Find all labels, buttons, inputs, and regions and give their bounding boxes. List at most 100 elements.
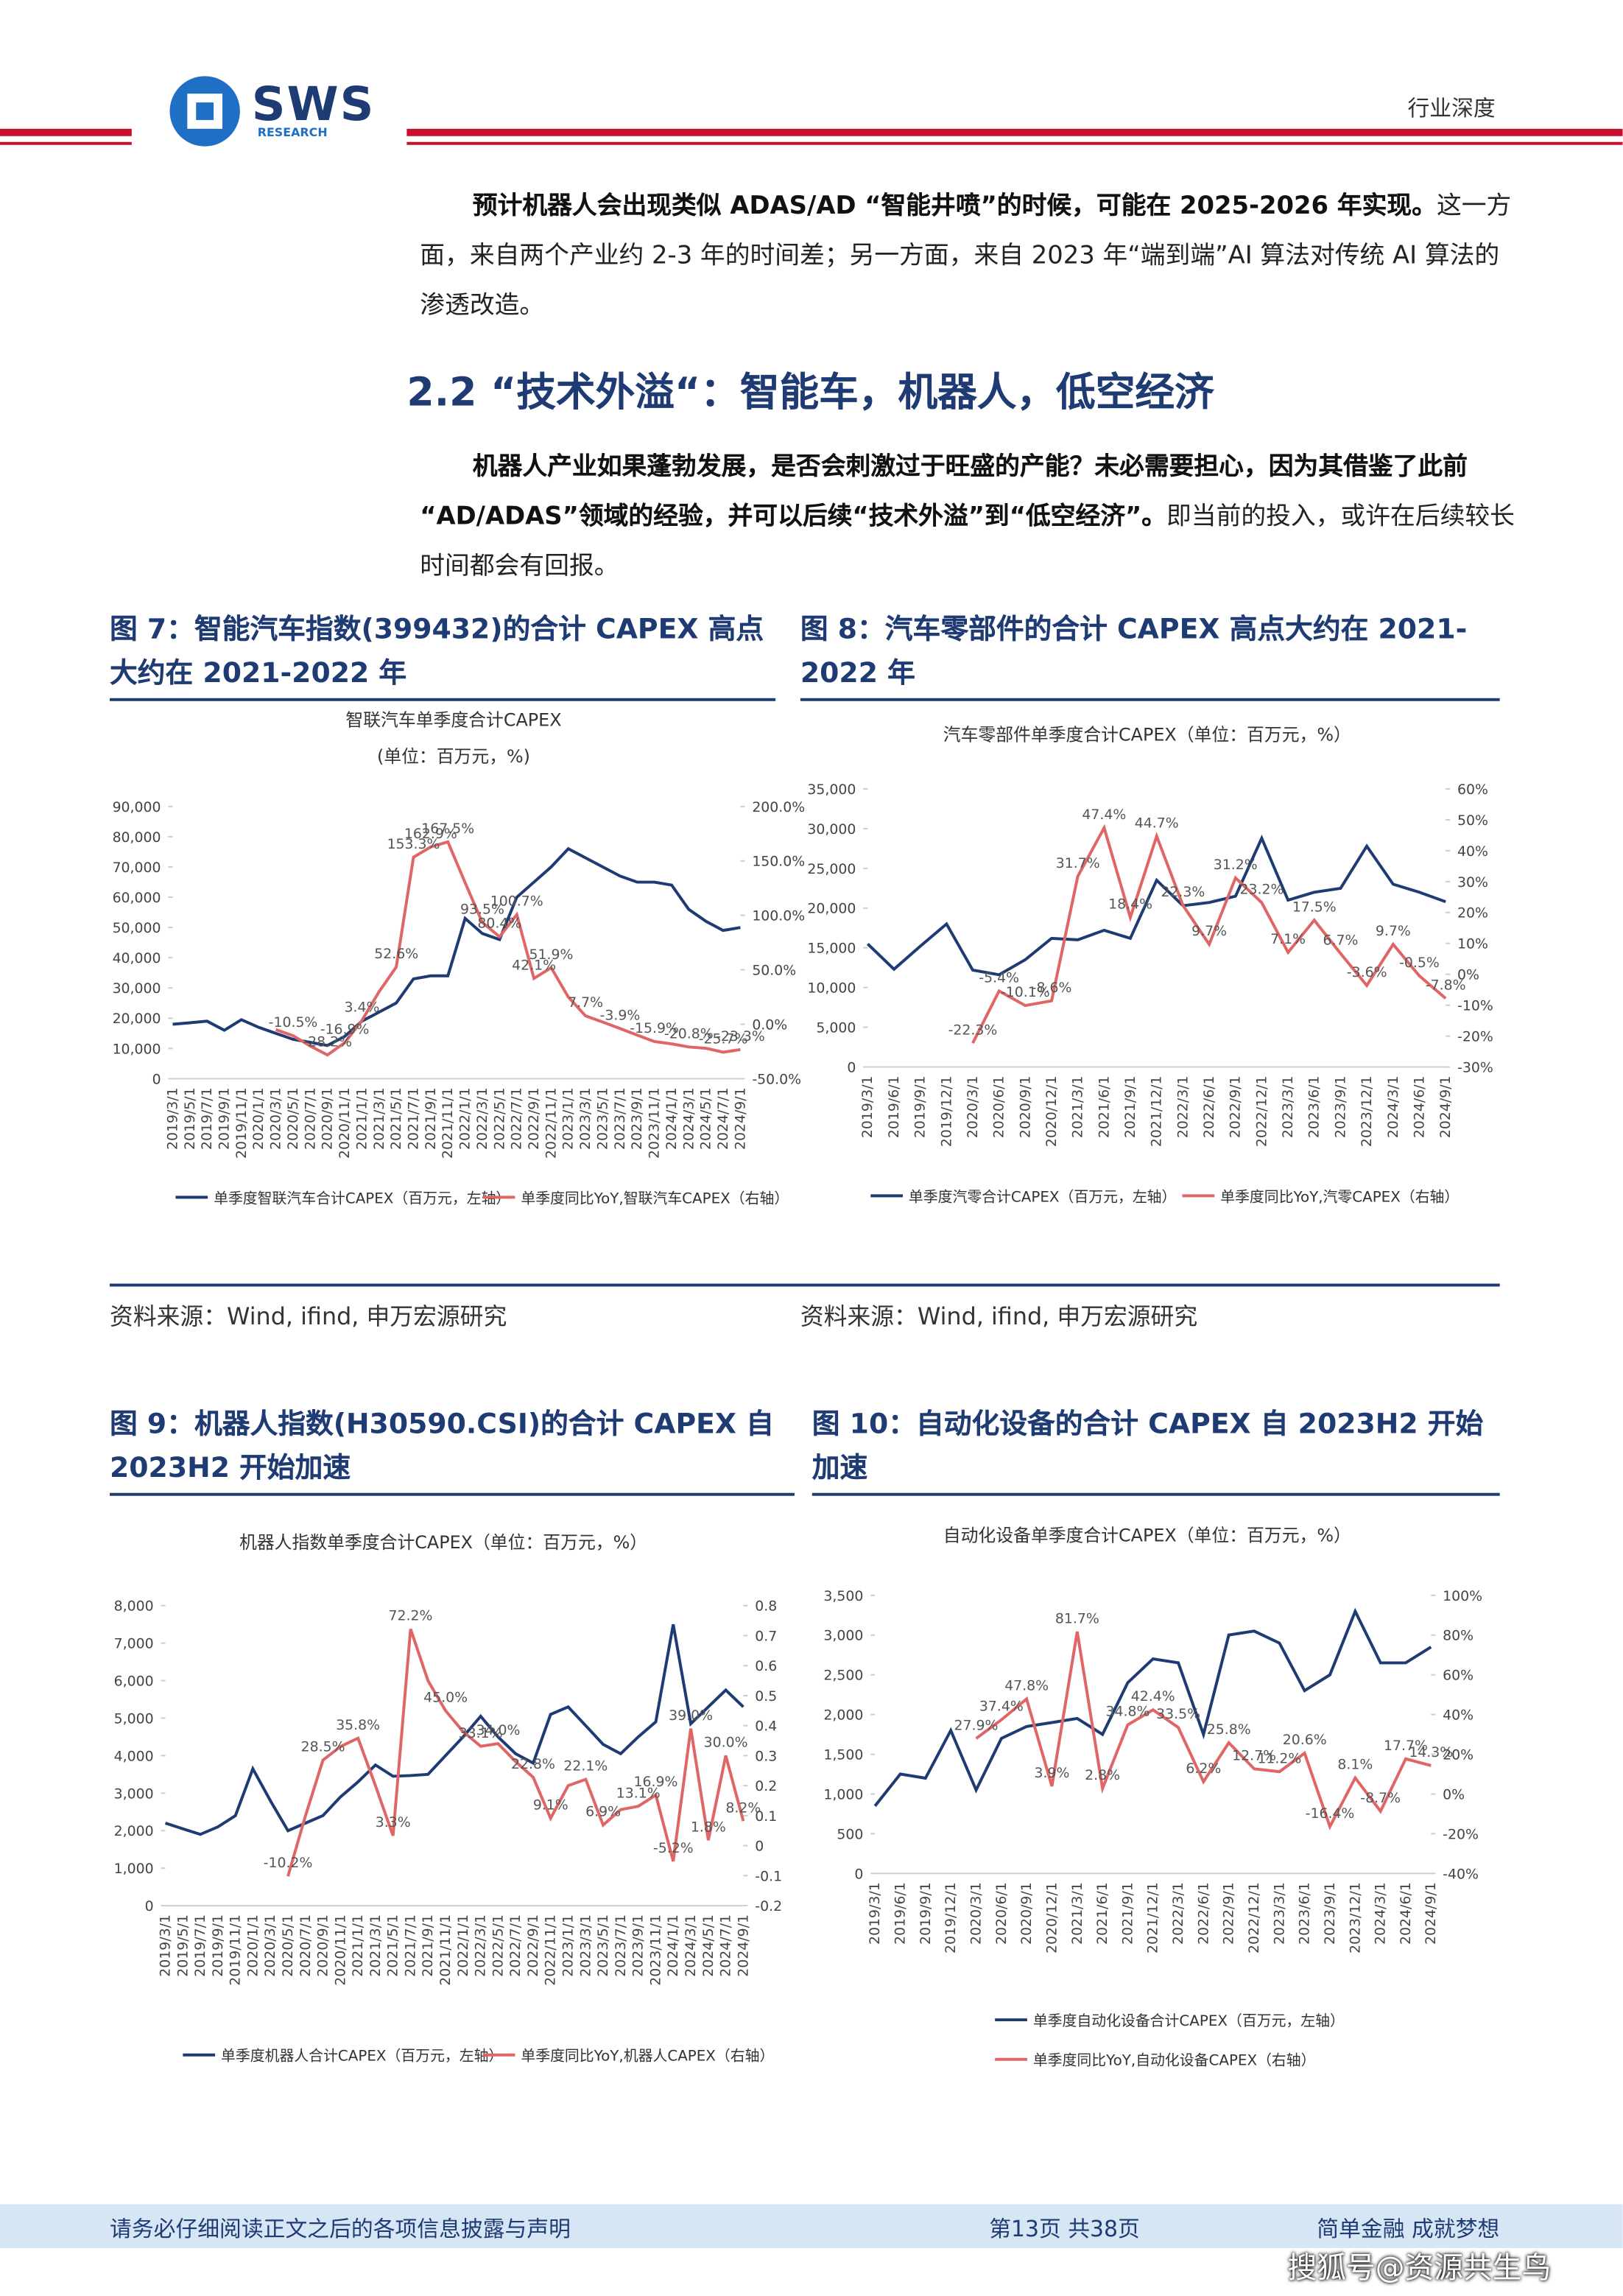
x-tick-label: 2023/1/1: [560, 1914, 577, 1977]
x-tick-label: 2024/5/1: [698, 1087, 714, 1150]
legend-label: 单季度智联汽车合计CAPEX（百万元，左轴）: [214, 1190, 510, 1207]
data-label: 7.7%: [568, 994, 603, 1011]
x-tick-label: 2021/12/1: [1145, 1882, 1161, 1953]
x-tick-label: 2024/3/1: [683, 1914, 699, 1977]
x-tick-label: 2021/9/1: [1122, 1075, 1138, 1138]
data-label: 17.5%: [1292, 899, 1337, 915]
data-label: 8.1%: [1337, 1757, 1373, 1773]
y-tick-label: 3,000: [114, 1786, 154, 1802]
y-tick-label: 0: [854, 1866, 863, 1882]
logo: SWS: [251, 76, 376, 132]
data-label: 11.2%: [1257, 1750, 1301, 1766]
data-label: 12.7%: [1232, 1747, 1276, 1763]
x-tick-label: 2020/11/1: [337, 1087, 353, 1159]
data-label: -28.2%: [303, 1033, 352, 1050]
data-label: 6.9%: [585, 1804, 621, 1820]
data-label: 23.2%: [1239, 881, 1284, 897]
data-label: 72.2%: [389, 1608, 433, 1624]
data-label: 6.2%: [1186, 1760, 1221, 1777]
data-label: 80.4%: [477, 916, 521, 932]
data-label: 3.3%: [376, 1814, 411, 1830]
x-tick-label: 2022/5/1: [490, 1914, 506, 1977]
figure-title: 图 9：机器人指数(H30590.CSI)的合计 CAPEX 自 2023H2 …: [110, 1402, 795, 1496]
x-tick-label: 2023/12/1: [1359, 1075, 1375, 1147]
y2-tick-label: 80%: [1443, 1628, 1474, 1644]
x-tick-label: 2021/3/1: [1070, 1075, 1086, 1138]
data-label: 7.1%: [1270, 931, 1306, 947]
y2-tick-label: -40%: [1443, 1866, 1479, 1882]
data-label: 45.0%: [423, 1689, 468, 1705]
x-tick-label: 2024/6/1: [1398, 1882, 1414, 1945]
x-tick-label: 2022/9/1: [1228, 1075, 1244, 1138]
x-tick-label: 2022/12/1: [1246, 1882, 1262, 1953]
lead: 机器人产业如果蓬勃发展，是否会刺激过于旺盛的产能？未必需要担心，因为其借鉴了此前…: [420, 452, 1468, 532]
y2-tick-label: 10%: [1457, 936, 1488, 952]
data-label: -16.4%: [1306, 1805, 1355, 1822]
data-label: 51.9%: [529, 947, 573, 963]
data-label: -10.2%: [264, 1855, 313, 1871]
x-tick-label: 2024/1/1: [665, 1914, 681, 1977]
report-tag: 行业深度: [1407, 95, 1496, 122]
y-tick-label: 2,500: [823, 1668, 863, 1684]
x-tick-label: 2023/9/1: [1332, 1075, 1348, 1138]
y-tick-label: 2,000: [114, 1823, 154, 1839]
y2-tick-label: -10%: [1457, 998, 1493, 1014]
y-tick-label: 3,000: [823, 1628, 863, 1644]
x-tick-label: 2022/9/1: [525, 1914, 541, 1977]
x-tick-label: 2022/1/1: [457, 1087, 473, 1150]
data-label: -7.8%: [1426, 977, 1466, 993]
x-tick-label: 2024/9/1: [732, 1087, 748, 1150]
x-tick-label: 2024/6/1: [1411, 1075, 1427, 1138]
x-tick-label: 2020/6/1: [993, 1882, 1010, 1945]
series-line: [971, 824, 1447, 1045]
legend-label: 单季度同比YoY,机器人CAPEX（右轴）: [521, 2048, 774, 2065]
y2-tick-label: 0.3: [755, 1748, 777, 1764]
x-tick-label: 2021/9/1: [1119, 1882, 1136, 1945]
data-label: 6.7%: [1323, 933, 1358, 949]
x-tick-label: 2021/6/1: [1096, 1075, 1112, 1138]
x-tick-label: 2019/9/1: [918, 1882, 934, 1945]
x-tick-label: 2019/3/1: [859, 1075, 876, 1138]
x-tick-label: 2023/6/1: [1297, 1882, 1313, 1945]
x-tick-label: 2022/11/1: [543, 1087, 559, 1159]
text: 即当前的投入，或许在后续较长时间都会有回报。: [420, 502, 1515, 581]
y2-tick-label: 40%: [1443, 1707, 1474, 1724]
y2-tick-label: 0%: [1457, 967, 1479, 983]
x-tick-label: 2020/11/1: [332, 1914, 348, 1986]
chart-title: 智联汽车单季度合计CAPEX: [345, 710, 561, 731]
x-tick-label: 2019/9/1: [912, 1075, 929, 1138]
x-tick-label: 2021/7/1: [405, 1087, 421, 1150]
y-tick-label: 80,000: [113, 829, 161, 846]
x-tick-label: 2023/7/1: [612, 1087, 628, 1150]
y-tick-label: 0: [145, 1898, 154, 1914]
x-tick-label: 2023/9/1: [1322, 1882, 1338, 1945]
y2-tick-label: 0.2: [755, 1778, 777, 1794]
x-tick-label: 2020/12/1: [1043, 1075, 1060, 1147]
legend-label: 单季度机器人合计CAPEX（百万元，左轴）: [221, 2048, 503, 2065]
series-line: [975, 1631, 1432, 1830]
y2-tick-label: 0.5: [755, 1688, 777, 1705]
x-tick-label: 2022/3/1: [1170, 1882, 1186, 1945]
data-label: 22.1%: [563, 1758, 608, 1774]
x-tick-label: 2020/5/1: [280, 1914, 296, 1977]
x-tick-label: 2020/9/1: [320, 1087, 336, 1150]
x-tick-label: 2024/3/1: [680, 1087, 697, 1150]
y2-tick-label: 0.7: [755, 1628, 777, 1644]
y-tick-label: 50,000: [113, 920, 161, 936]
data-label: 22.3%: [1161, 884, 1205, 900]
legend-label: 单季度汽零合计CAPEX（百万元，左轴）: [909, 1188, 1176, 1205]
y2-tick-label: 60%: [1457, 782, 1488, 798]
x-tick-label: 2019/6/1: [893, 1882, 909, 1945]
data-label: -8.7%: [1360, 1790, 1401, 1806]
x-tick-label: 2023/9/1: [630, 1914, 647, 1977]
x-tick-label: 2019/12/1: [938, 1075, 954, 1147]
y2-tick-label: 100%: [1443, 1588, 1482, 1604]
x-tick-label: 2023/9/1: [629, 1087, 645, 1150]
data-label: 33.5%: [1156, 1706, 1200, 1722]
x-tick-label: 2019/7/1: [192, 1914, 208, 1977]
x-tick-label: 2021/1/1: [350, 1914, 366, 1977]
data-label: 3.4%: [344, 1000, 379, 1016]
data-label: 9.7%: [1376, 923, 1411, 939]
x-tick-label: 2019/3/1: [867, 1882, 883, 1945]
series-line: [172, 846, 741, 1047]
